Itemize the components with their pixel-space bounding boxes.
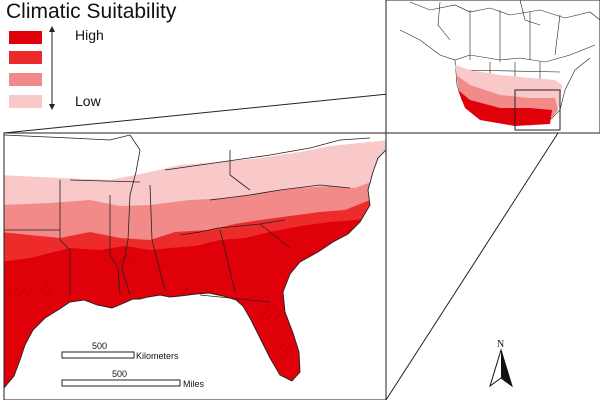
legend-gradient-arrow <box>49 26 55 110</box>
state-borders <box>3 134 371 303</box>
legend-swatch-upper-middle <box>9 51 42 64</box>
legend-swatch-low <box>9 95 42 108</box>
scale-mi-unit: Miles <box>183 379 205 389</box>
inset-suitability <box>455 65 562 126</box>
legend-low-label: Low <box>75 93 101 109</box>
legend-swatch-high <box>9 31 42 44</box>
north-arrow-icon <box>489 348 513 388</box>
inset-extent-box <box>514 89 561 131</box>
scale-bar-km <box>61 351 135 359</box>
scale-km-unit: Kilometers <box>136 351 179 361</box>
legend-high-label: High <box>75 27 104 43</box>
coastline <box>3 132 387 389</box>
scale-km-value: 500 <box>92 341 108 351</box>
north-arrow-label: N <box>497 339 505 350</box>
legend-title: Climatic Suitability <box>6 0 177 23</box>
hatched-areas <box>10 251 292 356</box>
scale-mi-value: 500 <box>112 369 128 379</box>
scale-bar-mi <box>61 379 181 387</box>
main-map-border <box>3 132 387 400</box>
inset-zone-high <box>458 90 552 126</box>
legend-swatch-lower-middle <box>9 73 42 86</box>
